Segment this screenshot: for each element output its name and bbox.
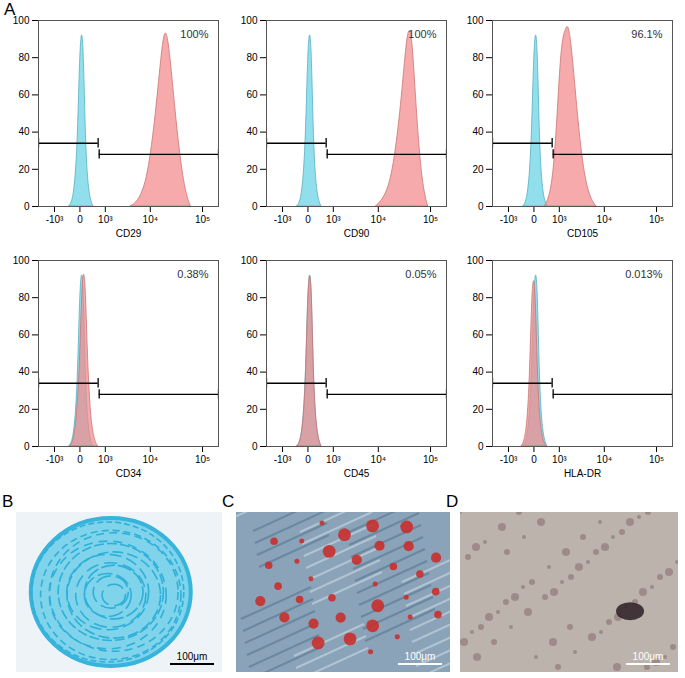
svg-text:40: 40 (472, 126, 484, 137)
svg-text:0: 0 (252, 441, 258, 452)
svg-text:60: 60 (246, 329, 258, 340)
svg-text:10³: 10³ (98, 214, 113, 225)
svg-text:-10³: -10³ (46, 214, 64, 225)
svg-text:-10³: -10³ (274, 454, 292, 465)
svg-text:CD45: CD45 (344, 468, 370, 479)
svg-text:10³: 10³ (326, 214, 341, 225)
svg-text:0: 0 (24, 201, 30, 212)
svg-text:-10³: -10³ (46, 454, 64, 465)
html-text:A: A (4, 0, 16, 19)
svg-text:-10³: -10³ (274, 214, 292, 225)
svg-text:100%: 100% (408, 28, 436, 40)
svg-text:80: 80 (472, 52, 484, 63)
svg-text:0: 0 (252, 201, 258, 212)
svg-text:20: 20 (246, 164, 258, 175)
svg-text:60: 60 (472, 89, 484, 100)
svg-text:10⁵: 10⁵ (423, 214, 438, 225)
svg-text:40: 40 (18, 126, 30, 137)
svg-text:60: 60 (472, 329, 484, 340)
svg-text:0: 0 (478, 201, 484, 212)
svg-text:10⁴: 10⁴ (143, 454, 158, 465)
svg-text:20: 20 (18, 404, 30, 415)
svg-text:100μm: 100μm (633, 651, 664, 662)
svg-text:0: 0 (305, 214, 311, 225)
svg-text:100: 100 (13, 15, 30, 26)
svg-text:40: 40 (246, 126, 258, 137)
svg-text:CD90: CD90 (344, 228, 370, 239)
svg-text:0: 0 (531, 454, 537, 465)
svg-text:0: 0 (77, 454, 83, 465)
svg-text:10⁵: 10⁵ (649, 454, 664, 465)
svg-text:100μm: 100μm (177, 651, 208, 662)
svg-text:40: 40 (246, 366, 258, 377)
svg-text:CD29: CD29 (116, 228, 142, 239)
svg-text:100: 100 (467, 15, 484, 26)
html-text:C: C (222, 492, 235, 511)
html-text:D: D (446, 492, 459, 511)
svg-text:100: 100 (241, 255, 258, 266)
svg-text:40: 40 (472, 366, 484, 377)
svg-text:-10³: -10³ (500, 454, 518, 465)
svg-text:10³: 10³ (98, 454, 113, 465)
svg-text:100: 100 (13, 255, 30, 266)
svg-text:0: 0 (77, 214, 83, 225)
svg-text:80: 80 (18, 52, 30, 63)
svg-text:80: 80 (246, 292, 258, 303)
svg-text:10⁴: 10⁴ (371, 454, 386, 465)
svg-text:0: 0 (478, 441, 484, 452)
svg-text:20: 20 (472, 404, 484, 415)
svg-text:60: 60 (18, 329, 30, 340)
svg-text:80: 80 (18, 292, 30, 303)
svg-text:10⁵: 10⁵ (423, 454, 438, 465)
svg-text:CD34: CD34 (116, 468, 142, 479)
html-text:B: B (2, 492, 14, 511)
svg-text:40: 40 (18, 366, 30, 377)
svg-text:10³: 10³ (552, 454, 567, 465)
svg-text:10³: 10³ (326, 454, 341, 465)
svg-text:10⁴: 10⁴ (143, 214, 158, 225)
svg-text:0: 0 (531, 214, 537, 225)
svg-text:0.05%: 0.05% (405, 268, 436, 280)
svg-text:10⁴: 10⁴ (371, 214, 386, 225)
svg-text:96.1%: 96.1% (631, 28, 662, 40)
svg-text:100: 100 (241, 15, 258, 26)
svg-text:60: 60 (246, 89, 258, 100)
svg-text:10⁵: 10⁵ (195, 454, 210, 465)
svg-text:-10³: -10³ (500, 214, 518, 225)
svg-text:60: 60 (18, 89, 30, 100)
svg-text:HLA-DR: HLA-DR (564, 468, 601, 479)
svg-text:CD105: CD105 (567, 228, 599, 239)
svg-text:0: 0 (305, 454, 311, 465)
svg-text:100μm: 100μm (405, 651, 436, 662)
svg-text:0.38%: 0.38% (177, 268, 208, 280)
svg-text:100%: 100% (180, 28, 208, 40)
svg-text:0.013%: 0.013% (625, 268, 663, 280)
svg-text:10⁴: 10⁴ (597, 214, 612, 225)
svg-text:10⁵: 10⁵ (195, 214, 210, 225)
svg-text:20: 20 (18, 164, 30, 175)
svg-text:10⁵: 10⁵ (649, 214, 664, 225)
svg-text:10³: 10³ (552, 214, 567, 225)
svg-text:20: 20 (246, 404, 258, 415)
svg-text:100: 100 (467, 255, 484, 266)
svg-text:80: 80 (246, 52, 258, 63)
svg-text:0: 0 (24, 441, 30, 452)
svg-text:10⁴: 10⁴ (597, 454, 612, 465)
svg-text:20: 20 (472, 164, 484, 175)
svg-text:80: 80 (472, 292, 484, 303)
